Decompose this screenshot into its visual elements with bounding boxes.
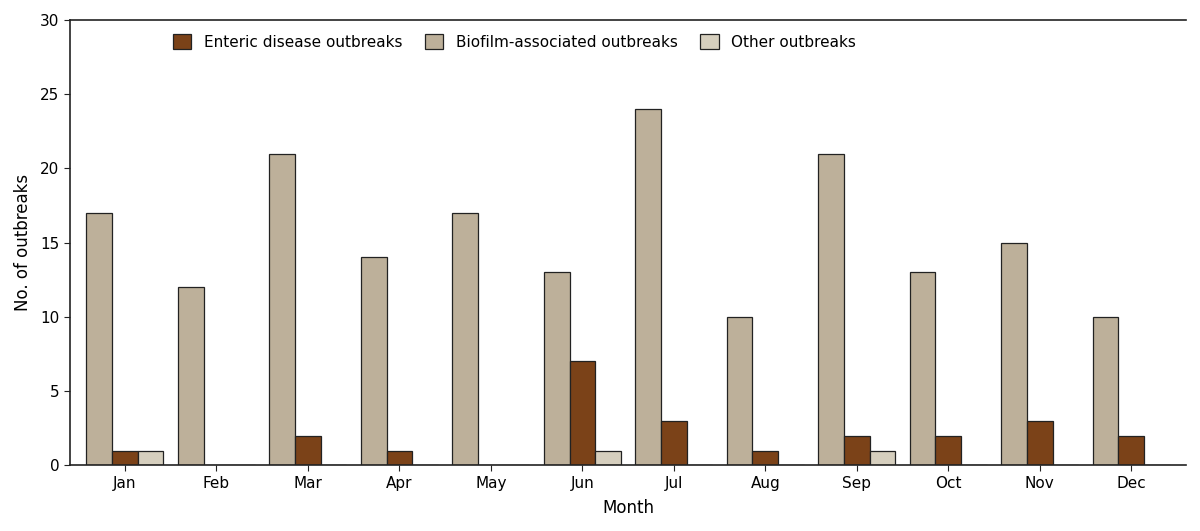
- Bar: [752, 450, 778, 465]
- Bar: [570, 362, 595, 465]
- X-axis label: Month: Month: [602, 499, 654, 517]
- Bar: [86, 213, 112, 465]
- Bar: [270, 153, 295, 465]
- Bar: [818, 153, 844, 465]
- Bar: [112, 450, 138, 465]
- Bar: [138, 450, 163, 465]
- Bar: [844, 435, 870, 465]
- Bar: [544, 272, 570, 465]
- Bar: [361, 258, 386, 465]
- Bar: [727, 317, 752, 465]
- Bar: [661, 421, 686, 465]
- Bar: [1093, 317, 1118, 465]
- Bar: [1027, 421, 1052, 465]
- Bar: [936, 435, 961, 465]
- Legend: Enteric disease outbreaks, Biofilm-associated outbreaks, Other outbreaks: Enteric disease outbreaks, Biofilm-assoc…: [167, 28, 862, 56]
- Bar: [870, 450, 895, 465]
- Bar: [910, 272, 936, 465]
- Bar: [1001, 243, 1027, 465]
- Bar: [595, 450, 620, 465]
- Bar: [1118, 435, 1144, 465]
- Bar: [386, 450, 412, 465]
- Bar: [295, 435, 320, 465]
- Y-axis label: No. of outbreaks: No. of outbreaks: [14, 174, 32, 311]
- Bar: [452, 213, 478, 465]
- Bar: [635, 109, 661, 465]
- Bar: [178, 287, 204, 465]
